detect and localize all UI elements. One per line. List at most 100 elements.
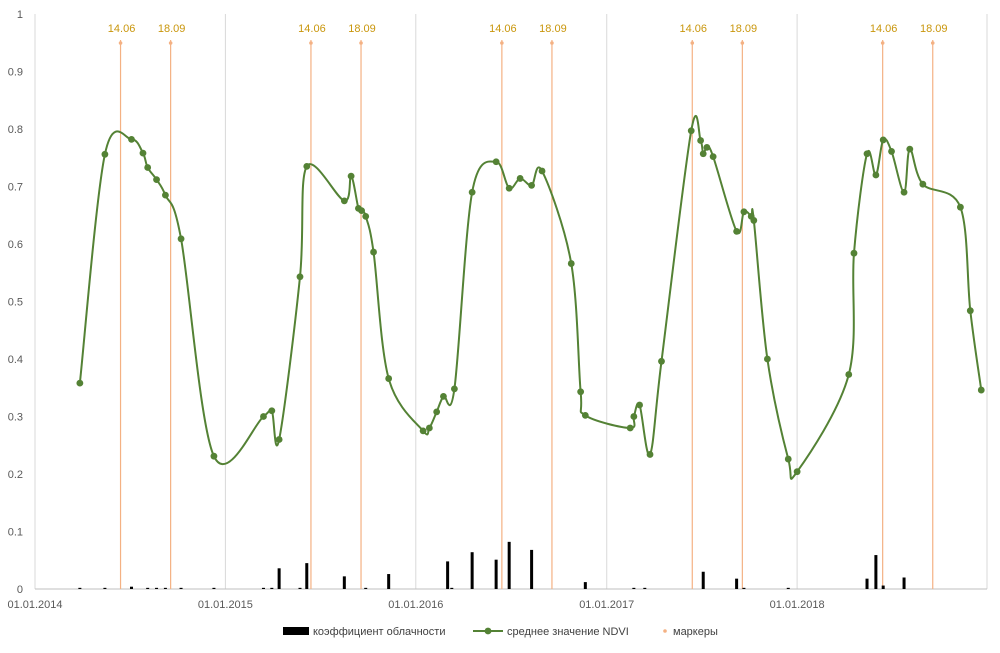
y-tick-label: 0.3 [8, 412, 23, 424]
marker-label: 18.09 [158, 23, 186, 35]
cloud-bar [583, 582, 587, 589]
ndvi-point [956, 203, 964, 211]
cloud-bar [701, 571, 705, 589]
ndvi-point [966, 307, 974, 315]
marker-point [168, 41, 173, 45]
y-tick-label: 0.1 [8, 527, 23, 539]
y-tick-label: 0.9 [8, 67, 23, 79]
y-tick-label: 0.7 [8, 182, 23, 194]
ndvi-point [863, 150, 871, 158]
ndvi-point [425, 424, 433, 432]
ndvi-point [451, 385, 458, 393]
ndvi-point [626, 424, 634, 432]
marker-point [740, 41, 745, 45]
cloud-bar [78, 587, 82, 589]
marker-label: 18.09 [539, 23, 567, 35]
ndvi-point [763, 355, 771, 363]
ndvi-point [977, 386, 985, 394]
ndvi-point [260, 413, 267, 420]
marker-label: 18.09 [920, 23, 948, 35]
ndvi-point [919, 180, 927, 188]
cloud-bar [261, 587, 265, 589]
cloud-bar [530, 549, 534, 589]
y-tick-label: 1 [17, 9, 23, 21]
ndvi-point [906, 145, 914, 153]
ndvi-series [76, 114, 985, 480]
marker-label: 14.06 [489, 23, 517, 35]
y-tick-label: 0.6 [8, 239, 23, 251]
cloud-bar [163, 587, 167, 589]
cloud-bar [507, 541, 511, 589]
marker-label: 14.06 [680, 23, 708, 35]
ndvi-point [492, 158, 500, 166]
y-tick-label: 0.4 [8, 354, 23, 366]
cloud-bar [212, 587, 216, 589]
ndvi-point [128, 135, 135, 143]
ndvi-point [468, 188, 476, 196]
cloud-bar [342, 576, 346, 589]
marker-label: 14.06 [870, 23, 898, 35]
ndvi-point [153, 176, 160, 184]
ndvi-point [144, 164, 152, 171]
ndvi-point [630, 413, 638, 420]
ndvi-point [879, 136, 887, 144]
ndvi-point [139, 149, 147, 157]
marker-point [550, 41, 554, 45]
ndvi-point [581, 411, 589, 419]
ndvi-point [268, 407, 276, 415]
ndvi-point [733, 227, 741, 235]
cloud-bar [874, 555, 878, 589]
x-tick-label: 01.01.2016 [388, 599, 443, 611]
cloud-bar [146, 587, 150, 589]
ndvi-point [296, 273, 304, 281]
markers: 14.06 18.09 14.06 18.09 14.06 18.09 14.06 18.09… [108, 23, 948, 589]
ndvi-point [505, 184, 513, 192]
cloud-bar [155, 587, 159, 589]
marker-point [359, 41, 363, 45]
cloud-bar [179, 587, 183, 589]
ndvi-point [636, 401, 643, 409]
ndvi-point [440, 392, 447, 400]
ndvi-point [703, 144, 711, 151]
cloud-bar [298, 587, 302, 589]
cloud-bars [78, 541, 906, 589]
y-tick-label: 0.2 [8, 469, 23, 481]
ndvi-point [740, 208, 748, 216]
ndvi-point [210, 452, 218, 460]
cloud-bar [643, 587, 647, 589]
ndvi-point [419, 427, 427, 435]
ndvi-point [362, 213, 370, 220]
y-tick-label: 0.5 [8, 297, 23, 309]
ndvi-point [577, 388, 585, 396]
legend-swatch-cloud [283, 627, 309, 635]
legend-label-ndvi: среднее значение NDVI [507, 626, 629, 638]
ndvi-point [699, 150, 707, 158]
x-tick-label: 01.01.2014 [7, 599, 62, 611]
cloud-bar [470, 552, 474, 589]
ndvi-point [784, 455, 792, 463]
ndvi-point [646, 451, 654, 458]
ndvi-point [101, 150, 109, 158]
cloud-bar [364, 587, 368, 589]
ndvi-point [709, 153, 717, 161]
cloud-bar [865, 578, 869, 589]
ndvi-point [888, 148, 895, 155]
ndvi-point [76, 379, 84, 387]
legend-swatch-ndvi-point [484, 627, 492, 635]
cloud-bar [735, 578, 739, 589]
ndvi-point [385, 375, 393, 382]
marker-point [118, 41, 123, 45]
ndvi-point [793, 468, 801, 476]
ndvi-point [687, 127, 695, 135]
ndvi-point [433, 408, 441, 416]
cloud-bar [881, 585, 885, 589]
cloud-bar [130, 586, 134, 589]
marker-label: 18.09 [348, 23, 376, 35]
ndvi-point [900, 188, 908, 196]
cloud-bar [786, 587, 790, 589]
ndvi-point [528, 181, 536, 189]
marker-label: 14.06 [108, 23, 136, 35]
cloud-bar [103, 587, 107, 589]
cloud-bar [305, 563, 309, 589]
